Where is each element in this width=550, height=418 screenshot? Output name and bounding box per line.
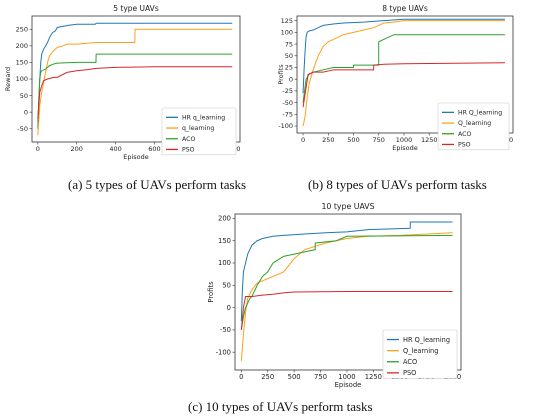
legend	[382, 329, 458, 379]
x-tick-label: 0	[239, 373, 243, 381]
series-line-pso	[37, 66, 233, 119]
series-line-pso	[302, 62, 505, 108]
x-tick-label: 400	[109, 145, 121, 153]
legend-entry: PSO	[458, 142, 471, 149]
y-tick-label: 25	[285, 64, 293, 72]
x-tick-label: 200	[70, 145, 82, 153]
series-line-aco	[302, 34, 505, 103]
x-tick-label: 750	[314, 373, 327, 381]
legend-entry: PSO	[403, 369, 416, 377]
legend	[161, 107, 237, 156]
x-tick-label: 750	[373, 136, 385, 144]
y-axis-label: Reward	[4, 67, 12, 91]
legend-entry: q_learning	[182, 125, 214, 132]
x-axis-label: Episode	[392, 144, 418, 152]
x-tick-label: 1000	[338, 373, 355, 381]
y-tick-label: -50	[17, 125, 28, 133]
x-tick-label: 500	[288, 373, 301, 381]
chart-title: 10 type UAVS	[321, 202, 374, 211]
y-tick-label: 250	[16, 25, 28, 33]
series-line-hr-q-learning	[37, 22, 233, 129]
y-tick-label: 75	[285, 40, 293, 48]
x-tick-label: 600	[148, 145, 160, 153]
y-tick-label: 0	[24, 108, 28, 116]
y-axis-label: Profits	[277, 64, 285, 85]
y-tick-label: 200	[16, 42, 28, 50]
series-line-q-learning	[37, 28, 233, 136]
chart-b: 8 type UAVs02505007501000125015001750200…	[277, 4, 514, 152]
y-tick-label: 100	[281, 29, 293, 37]
legend	[437, 102, 510, 151]
x-tick-label: 500	[347, 136, 359, 144]
chart-c: 10 type UAVS0250500750100012501500175020…	[207, 202, 462, 389]
legend-entry: Q_learning	[458, 120, 491, 127]
legend-entry: HR q_learning	[182, 115, 225, 122]
series-line-pso	[240, 291, 453, 330]
x-tick-label: 0	[36, 145, 40, 153]
y-tick-label: 150	[218, 237, 231, 245]
legend-entry: HR Q_learning	[403, 336, 450, 344]
chart-panel-b: 8 type UAVs02505007501000125015001750200…	[275, 0, 550, 175]
series-line-aco	[240, 234, 453, 330]
legend-entry: ACO	[403, 358, 417, 366]
plot-frame	[296, 15, 514, 134]
y-tick-label: 0	[289, 75, 293, 83]
series-line-hr-q-learning	[302, 18, 505, 94]
x-tick-label: 1250	[365, 373, 382, 381]
y-tick-label: -25	[282, 87, 293, 95]
y-tick-label: 50	[222, 282, 231, 290]
legend-entry: HR Q_learning	[458, 110, 502, 117]
y-tick-label: -50	[220, 326, 231, 334]
legend-entry: ACO	[458, 131, 471, 138]
y-tick-label: 50	[285, 52, 293, 60]
x-tick-label: 250	[322, 136, 334, 144]
x-axis-label: Episode	[123, 153, 149, 161]
caption-a: (a) 5 types of UAVs perform tasks	[68, 177, 247, 192]
chart-a: 5 type UAVs02004006008001000-50050100150…	[4, 4, 240, 161]
legend-entry: ACO	[182, 136, 195, 143]
x-tick-label: 1000	[396, 136, 413, 144]
y-tick-label: -75	[282, 110, 293, 118]
x-tick-label: 1250	[421, 136, 438, 144]
series-line-hr-q-learning	[240, 221, 453, 321]
y-tick-label: 0	[227, 304, 231, 312]
x-tick-label: 0	[301, 136, 305, 144]
x-axis-label: Episode	[335, 381, 362, 389]
y-axis-label: Profits	[207, 281, 215, 303]
y-tick-label: 100	[218, 259, 231, 267]
y-tick-label: 150	[16, 59, 28, 67]
y-tick-label: -100	[216, 348, 231, 356]
chart-panel-a: 5 type UAVs02004006008001000-50050100150…	[0, 0, 275, 175]
y-tick-label: 125	[281, 17, 293, 25]
caption-b: (b) 8 types of UAVs perform tasks	[308, 177, 487, 192]
series-line-aco	[37, 53, 233, 123]
caption-c: (c) 10 types of UAVs perform tasks	[188, 399, 373, 414]
chart-title: 5 type UAVs	[113, 4, 159, 13]
chart-title: 8 type UAVs	[382, 4, 428, 13]
y-tick-label: 50	[20, 92, 28, 100]
legend-entry: Q_learning	[403, 347, 438, 355]
x-tick-label: 250	[261, 373, 274, 381]
y-tick-label: -50	[282, 99, 293, 107]
y-tick-label: 100	[16, 75, 28, 83]
y-tick-label: -100	[278, 122, 293, 130]
legend-entry: PSO	[182, 147, 195, 154]
chart-panel-c: 10 type UAVS0250500750100012501500175020…	[185, 198, 475, 403]
series-line-q-learning	[302, 20, 505, 127]
plot-frame	[234, 213, 462, 371]
y-tick-label: 200	[218, 215, 231, 223]
